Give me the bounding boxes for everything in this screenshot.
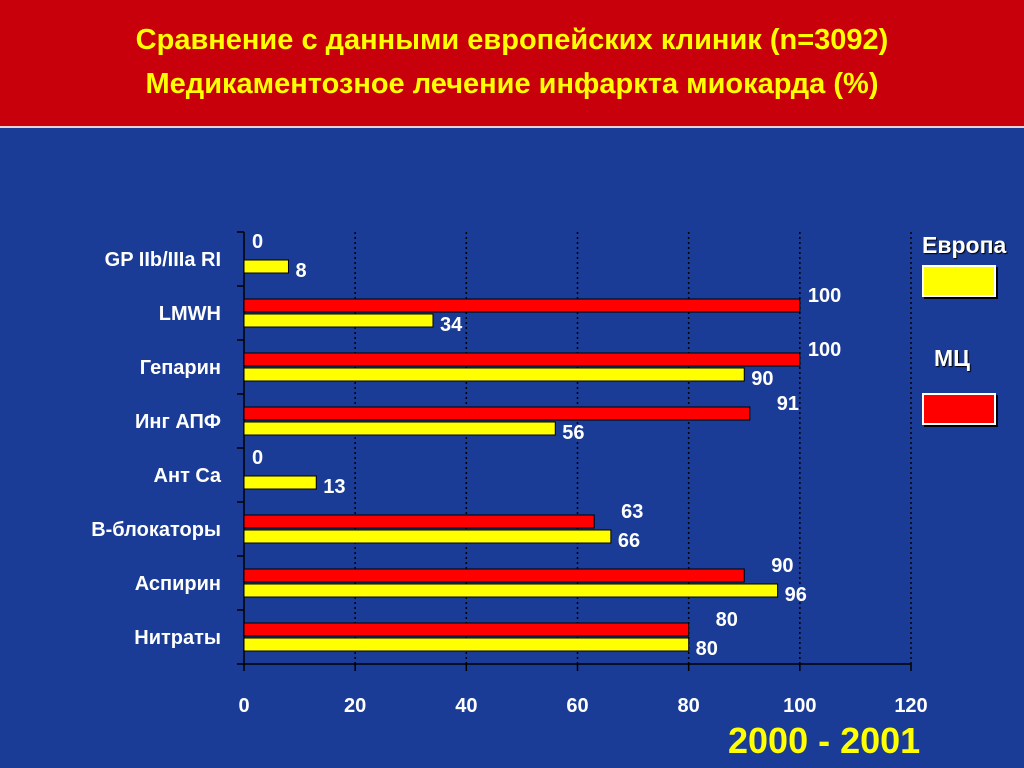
bar-europe-3 bbox=[243, 421, 556, 436]
category-label-4: Ант Ca bbox=[154, 465, 222, 487]
title-banner: Сравнение с данными европейских клиник (… bbox=[0, 0, 1024, 128]
slide-title-line1: Сравнение с данными европейских клиник (… bbox=[135, 24, 889, 56]
category-label-5: B-блокаторы bbox=[91, 519, 221, 541]
slide-title-line2: Медикаментозное лечение инфаркта миокард… bbox=[145, 68, 879, 100]
category-label-6: Аспирин bbox=[135, 573, 221, 595]
value-label-europe-6: 96 bbox=[785, 584, 807, 606]
x-tick-label-0: 0 bbox=[238, 695, 249, 717]
x-tick-label-3: 60 bbox=[566, 695, 588, 717]
x-tick-label-6: 120 bbox=[894, 695, 927, 717]
bar-europe-6 bbox=[243, 583, 779, 598]
value-label-mc-5: 63 bbox=[621, 501, 643, 523]
category-label-0: GP IIb/IIIa RI bbox=[105, 249, 221, 271]
value-label-mc-4: 0 bbox=[252, 447, 263, 469]
x-tick-label-4: 80 bbox=[678, 695, 700, 717]
category-label-7: Нитраты bbox=[134, 627, 221, 649]
bar-europe-2 bbox=[243, 367, 745, 382]
bar-mc-5 bbox=[243, 514, 595, 529]
value-label-mc-3: 91 bbox=[777, 393, 799, 415]
value-label-europe-0: 8 bbox=[295, 260, 306, 282]
value-label-mc-6: 90 bbox=[771, 555, 793, 577]
value-label-europe-3: 56 bbox=[562, 422, 584, 444]
category-label-2: Гепарин bbox=[140, 357, 221, 379]
legend-swatch-mc bbox=[922, 393, 996, 425]
bar-europe-5 bbox=[243, 529, 612, 544]
x-tick-label-2: 40 bbox=[455, 695, 477, 717]
legend-label-europe: Европа bbox=[922, 232, 1007, 258]
bar-europe-0 bbox=[243, 259, 289, 274]
legend-label-mc: МЦ bbox=[934, 345, 970, 371]
value-label-europe-5: 66 bbox=[618, 530, 640, 552]
bar-mc-2 bbox=[243, 352, 801, 367]
value-label-mc-2: 100 bbox=[808, 339, 841, 361]
bar-europe-1 bbox=[243, 313, 434, 328]
value-label-mc-0: 0 bbox=[252, 231, 263, 253]
value-label-mc-1: 100 bbox=[808, 285, 841, 307]
bar-europe-4 bbox=[243, 475, 317, 490]
bar-mc-1 bbox=[243, 298, 801, 313]
x-tick-label-1: 20 bbox=[344, 695, 366, 717]
value-label-europe-2: 90 bbox=[751, 368, 773, 390]
value-label-europe-1: 34 bbox=[440, 314, 463, 336]
bar-mc-7 bbox=[243, 622, 690, 637]
category-label-1: LMWH bbox=[159, 303, 221, 325]
years-label: 2000 - 2001 bbox=[728, 720, 921, 761]
value-label-europe-7: 80 bbox=[696, 638, 718, 660]
category-label-3: Инг АПФ bbox=[135, 411, 221, 433]
x-tick-label-5: 100 bbox=[783, 695, 816, 717]
value-label-europe-4: 13 bbox=[323, 476, 345, 498]
bar-mc-6 bbox=[243, 568, 745, 583]
value-label-mc-7: 80 bbox=[716, 609, 738, 631]
legend-swatch-europe bbox=[922, 265, 996, 297]
bar-mc-3 bbox=[243, 406, 751, 421]
bar-europe-7 bbox=[243, 637, 690, 652]
